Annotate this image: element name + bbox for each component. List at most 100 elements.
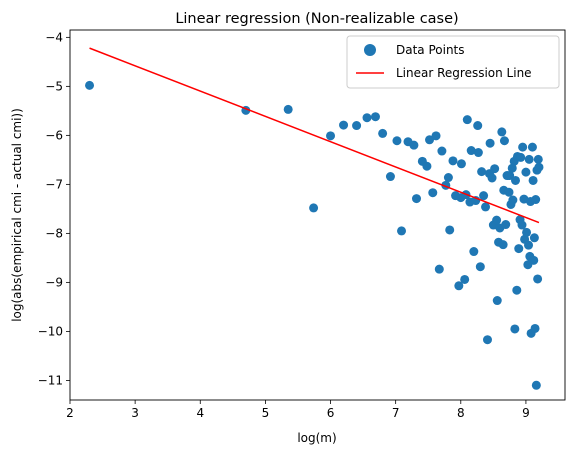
legend-label-data-points: Data Points (396, 43, 465, 57)
legend-frame (346, 35, 560, 89)
plot-area (85, 47, 544, 390)
data-point-17 (422, 161, 432, 171)
data-point-95 (534, 162, 544, 172)
data-point-31 (460, 274, 470, 284)
data-point-81 (524, 154, 534, 164)
data-point-90 (531, 195, 541, 205)
data-point-0 (85, 80, 95, 90)
data-point-3 (309, 203, 319, 213)
x-tick-label-8: 8 (457, 406, 465, 420)
y-tick-label--5: −5 (45, 79, 63, 93)
data-point-78 (522, 227, 532, 237)
y-tick-label--6: −6 (45, 128, 63, 142)
legend-label-regression-line: Linear Regression Line (396, 66, 532, 80)
data-point-12 (397, 226, 407, 236)
data-point-86 (528, 175, 538, 185)
axes-frame (69, 29, 566, 401)
data-point-67 (511, 175, 520, 185)
data-point-77 (521, 167, 531, 177)
data-point-26 (448, 156, 458, 166)
data-point-87 (529, 255, 539, 265)
data-point-24 (443, 173, 453, 183)
data-point-2 (283, 104, 293, 114)
data-point-74 (518, 142, 528, 152)
x-axis-label: log(m) (297, 431, 336, 445)
data-point-20 (431, 131, 441, 141)
data-point-11 (392, 136, 402, 146)
data-point-38 (473, 121, 483, 131)
data-point-42 (479, 191, 489, 201)
data-point-39 (473, 148, 483, 158)
data-point-40 (475, 262, 485, 272)
data-point-21 (434, 264, 444, 274)
data-point-9 (378, 128, 388, 138)
axes (69, 29, 566, 401)
data-point-70 (514, 244, 524, 254)
data-point-60 (504, 187, 514, 197)
x-tick-label-4: 4 (196, 406, 204, 420)
data-point-91 (531, 380, 541, 390)
data-point-57 (499, 136, 509, 146)
data-point-85 (527, 142, 537, 152)
y-tick-label--10: −10 (38, 324, 63, 338)
regression-line (89, 47, 540, 224)
data-point-44 (482, 335, 492, 345)
y-tick-label--9: −9 (45, 275, 63, 289)
data-point-43 (481, 202, 491, 212)
y-axis-label: log(abs(empirical cmi - actual cmi)) (10, 108, 24, 322)
data-point-66 (510, 324, 520, 334)
data-point-28 (454, 281, 464, 291)
data-point-89 (530, 323, 540, 333)
data-point-46 (485, 138, 495, 148)
data-point-7 (362, 113, 372, 123)
data-point-93 (533, 274, 543, 284)
data-point-33 (462, 115, 472, 125)
y-tick-label--7: −7 (45, 177, 63, 191)
data-point-63 (507, 163, 517, 173)
x-axis-ticks: 2 3 4 5 6 7 8 9 (66, 400, 530, 420)
y-tick-label--11: −11 (38, 373, 63, 387)
data-point-72 (516, 152, 526, 162)
x-tick-label-7: 7 (392, 406, 400, 420)
y-tick-label--8: −8 (45, 226, 63, 240)
data-point-30 (456, 159, 466, 169)
data-point-94 (533, 154, 543, 164)
chart-title: Linear regression (Non-realizable case) (175, 11, 458, 27)
data-point-15 (412, 194, 421, 204)
data-point-6 (352, 121, 362, 131)
data-point-73 (517, 220, 527, 230)
data-point-51 (492, 296, 502, 306)
data-point-22 (437, 146, 447, 156)
data-point-54 (497, 127, 507, 137)
y-tick-label--4: −4 (45, 30, 63, 44)
data-point-14 (409, 140, 419, 150)
x-tick-label-3: 3 (131, 406, 139, 420)
data-point-41 (477, 167, 487, 177)
x-tick-label-9: 9 (522, 406, 530, 420)
data-point-50 (492, 215, 502, 225)
data-point-80 (524, 240, 534, 250)
data-point-5 (339, 120, 349, 130)
data-point-18 (425, 135, 435, 145)
data-point-36 (469, 247, 479, 257)
data-point-64 (508, 195, 518, 205)
data-point-58 (501, 220, 511, 230)
data-point-4 (326, 131, 336, 141)
x-tick-label-2: 2 (66, 406, 74, 420)
data-point-55 (498, 240, 508, 250)
data-point-49 (490, 164, 500, 174)
data-point-8 (370, 112, 380, 122)
data-point-25 (445, 225, 455, 235)
data-point-88 (529, 233, 539, 243)
data-point-68 (512, 285, 522, 295)
x-tick-label-6: 6 (327, 406, 335, 420)
y-axis-ticks: −11 −10 −9 −8 −7 −6 −5 −4 (38, 30, 70, 387)
x-tick-label-5: 5 (262, 406, 270, 420)
legend: Data Points Linear Regression Line (346, 35, 560, 89)
data-point-47 (487, 173, 497, 183)
data-point-35 (466, 146, 476, 156)
data-point-19 (428, 188, 438, 198)
legend-marker-data-points (364, 44, 376, 56)
data-point-10 (385, 172, 395, 182)
